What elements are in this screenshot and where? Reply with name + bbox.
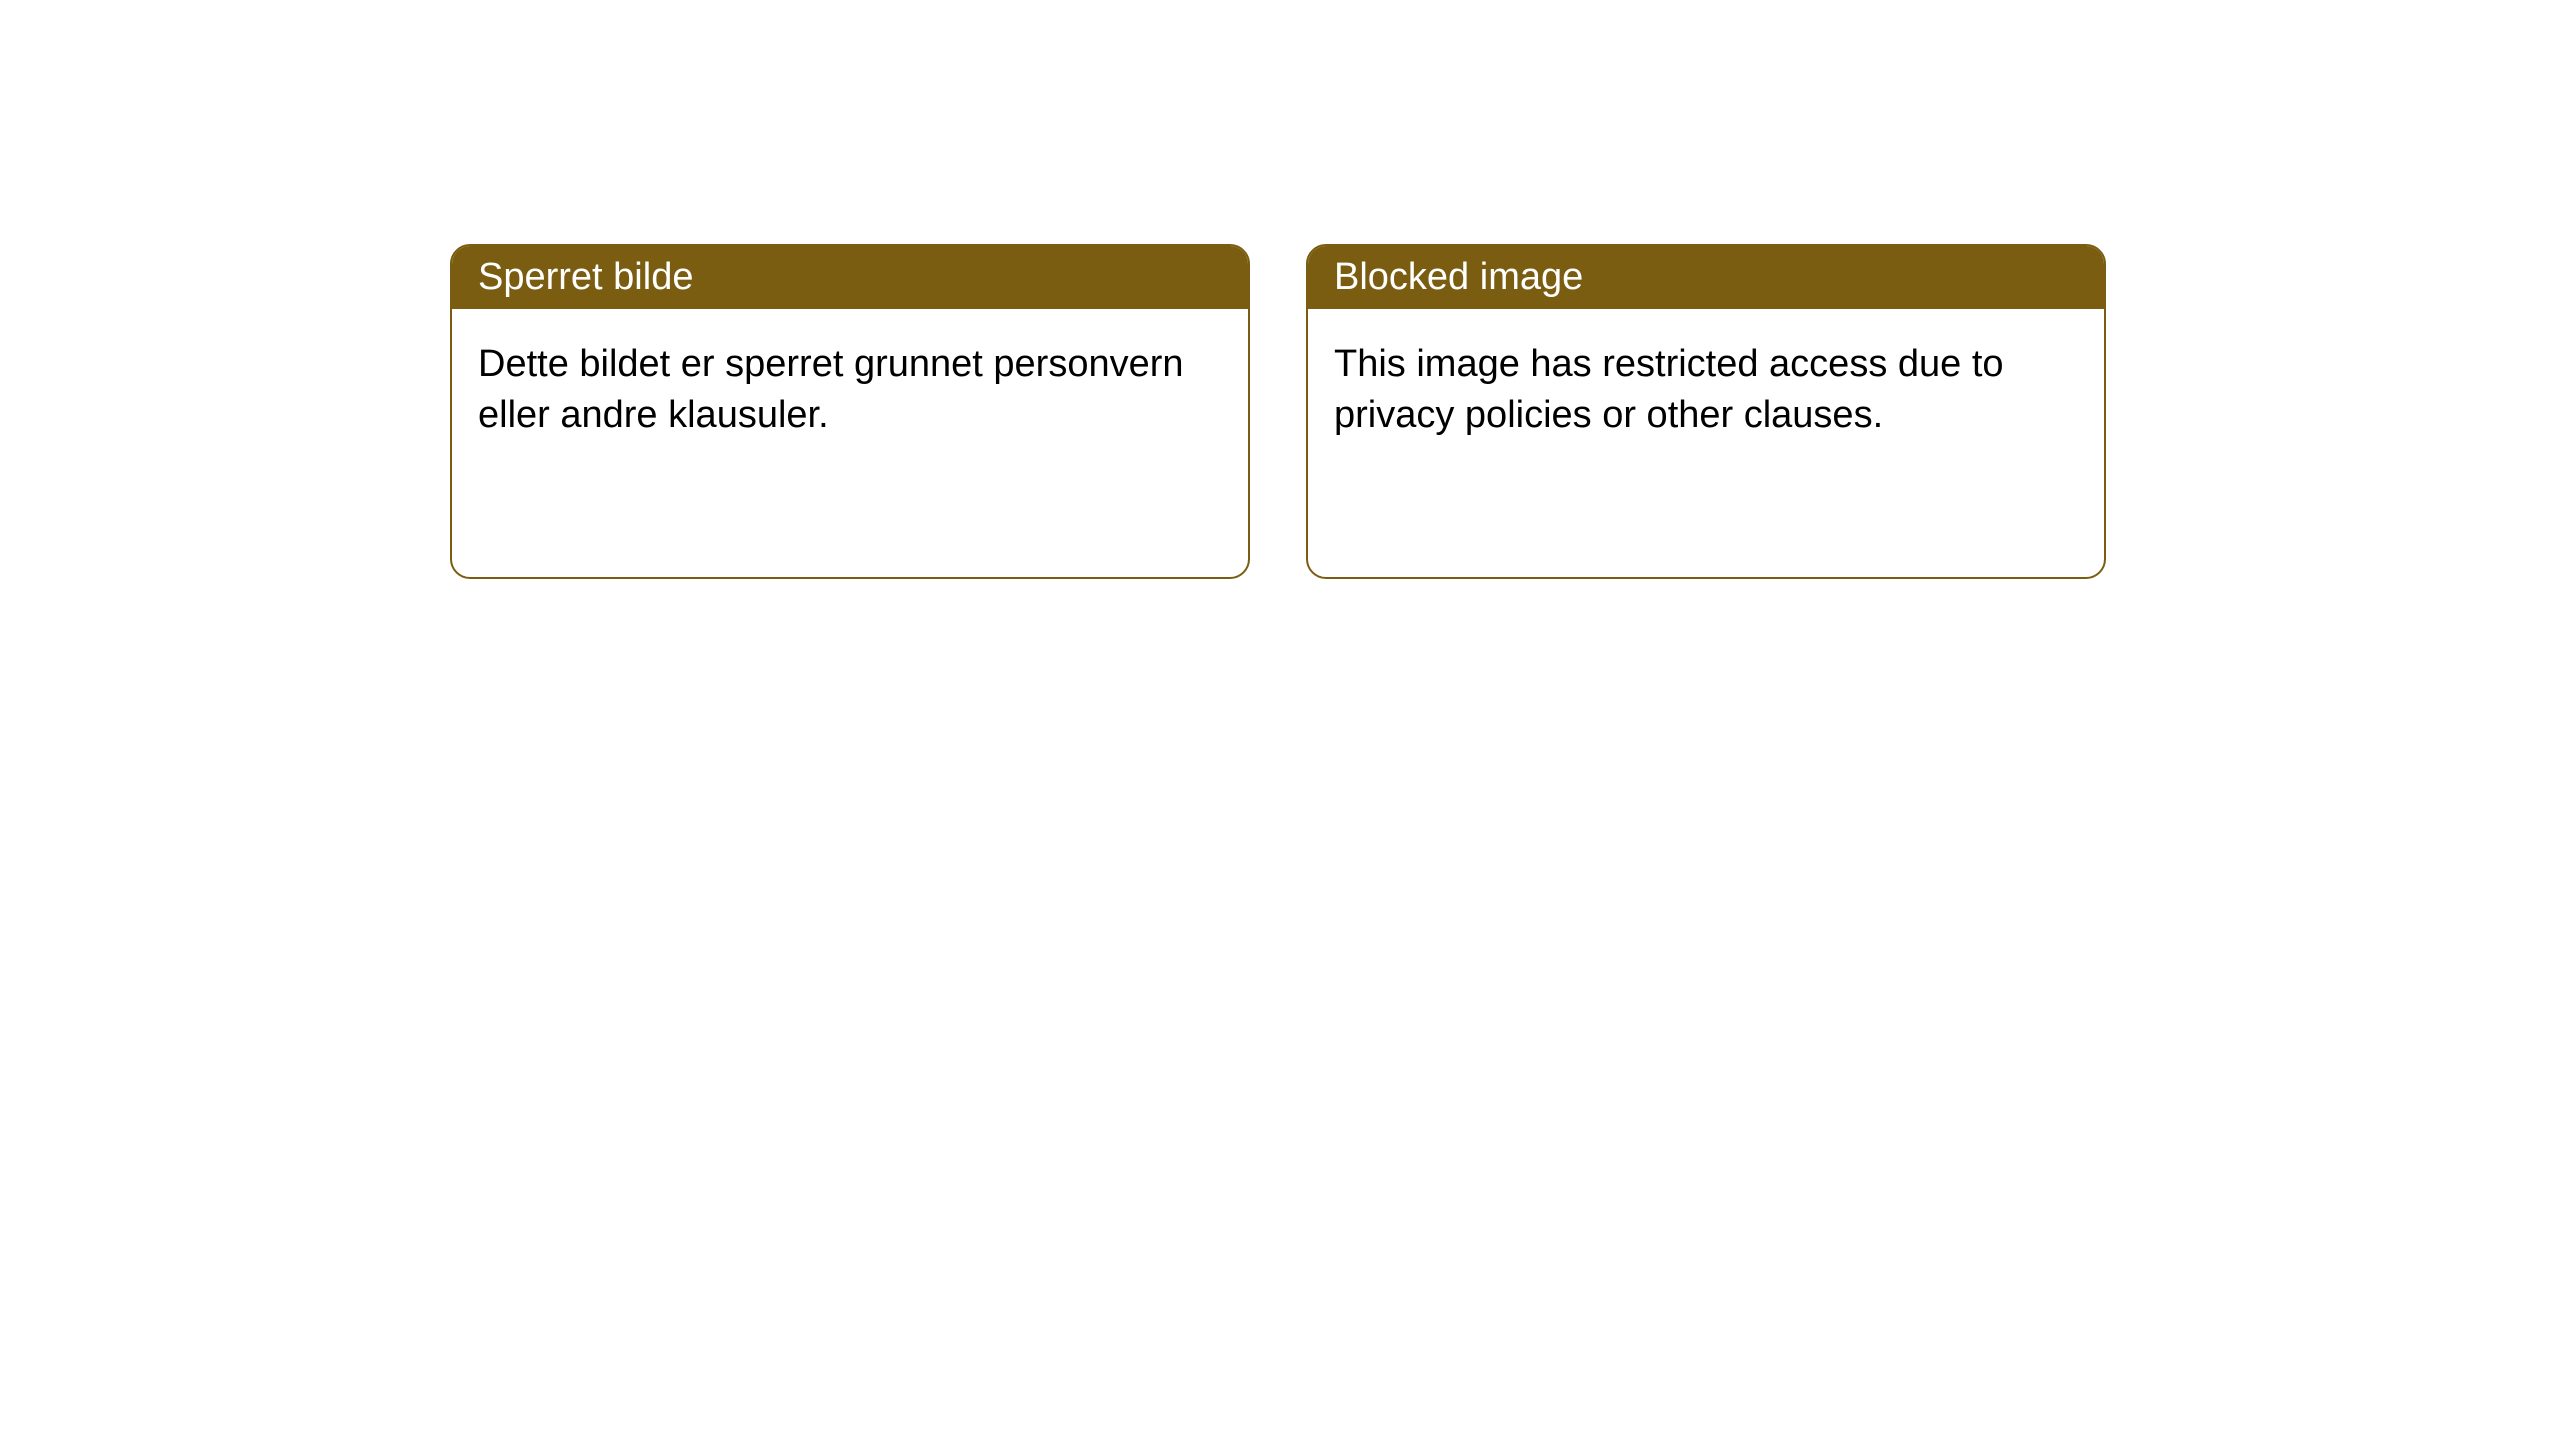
notice-container: Sperret bilde Dette bildet er sperret gr…: [0, 0, 2560, 579]
notice-body: This image has restricted access due to …: [1308, 309, 2104, 472]
notice-header: Blocked image: [1308, 246, 2104, 309]
notice-card-english: Blocked image This image has restricted …: [1306, 244, 2106, 579]
notice-card-norwegian: Sperret bilde Dette bildet er sperret gr…: [450, 244, 1250, 579]
notice-header: Sperret bilde: [452, 246, 1248, 309]
notice-body: Dette bildet er sperret grunnet personve…: [452, 309, 1248, 472]
